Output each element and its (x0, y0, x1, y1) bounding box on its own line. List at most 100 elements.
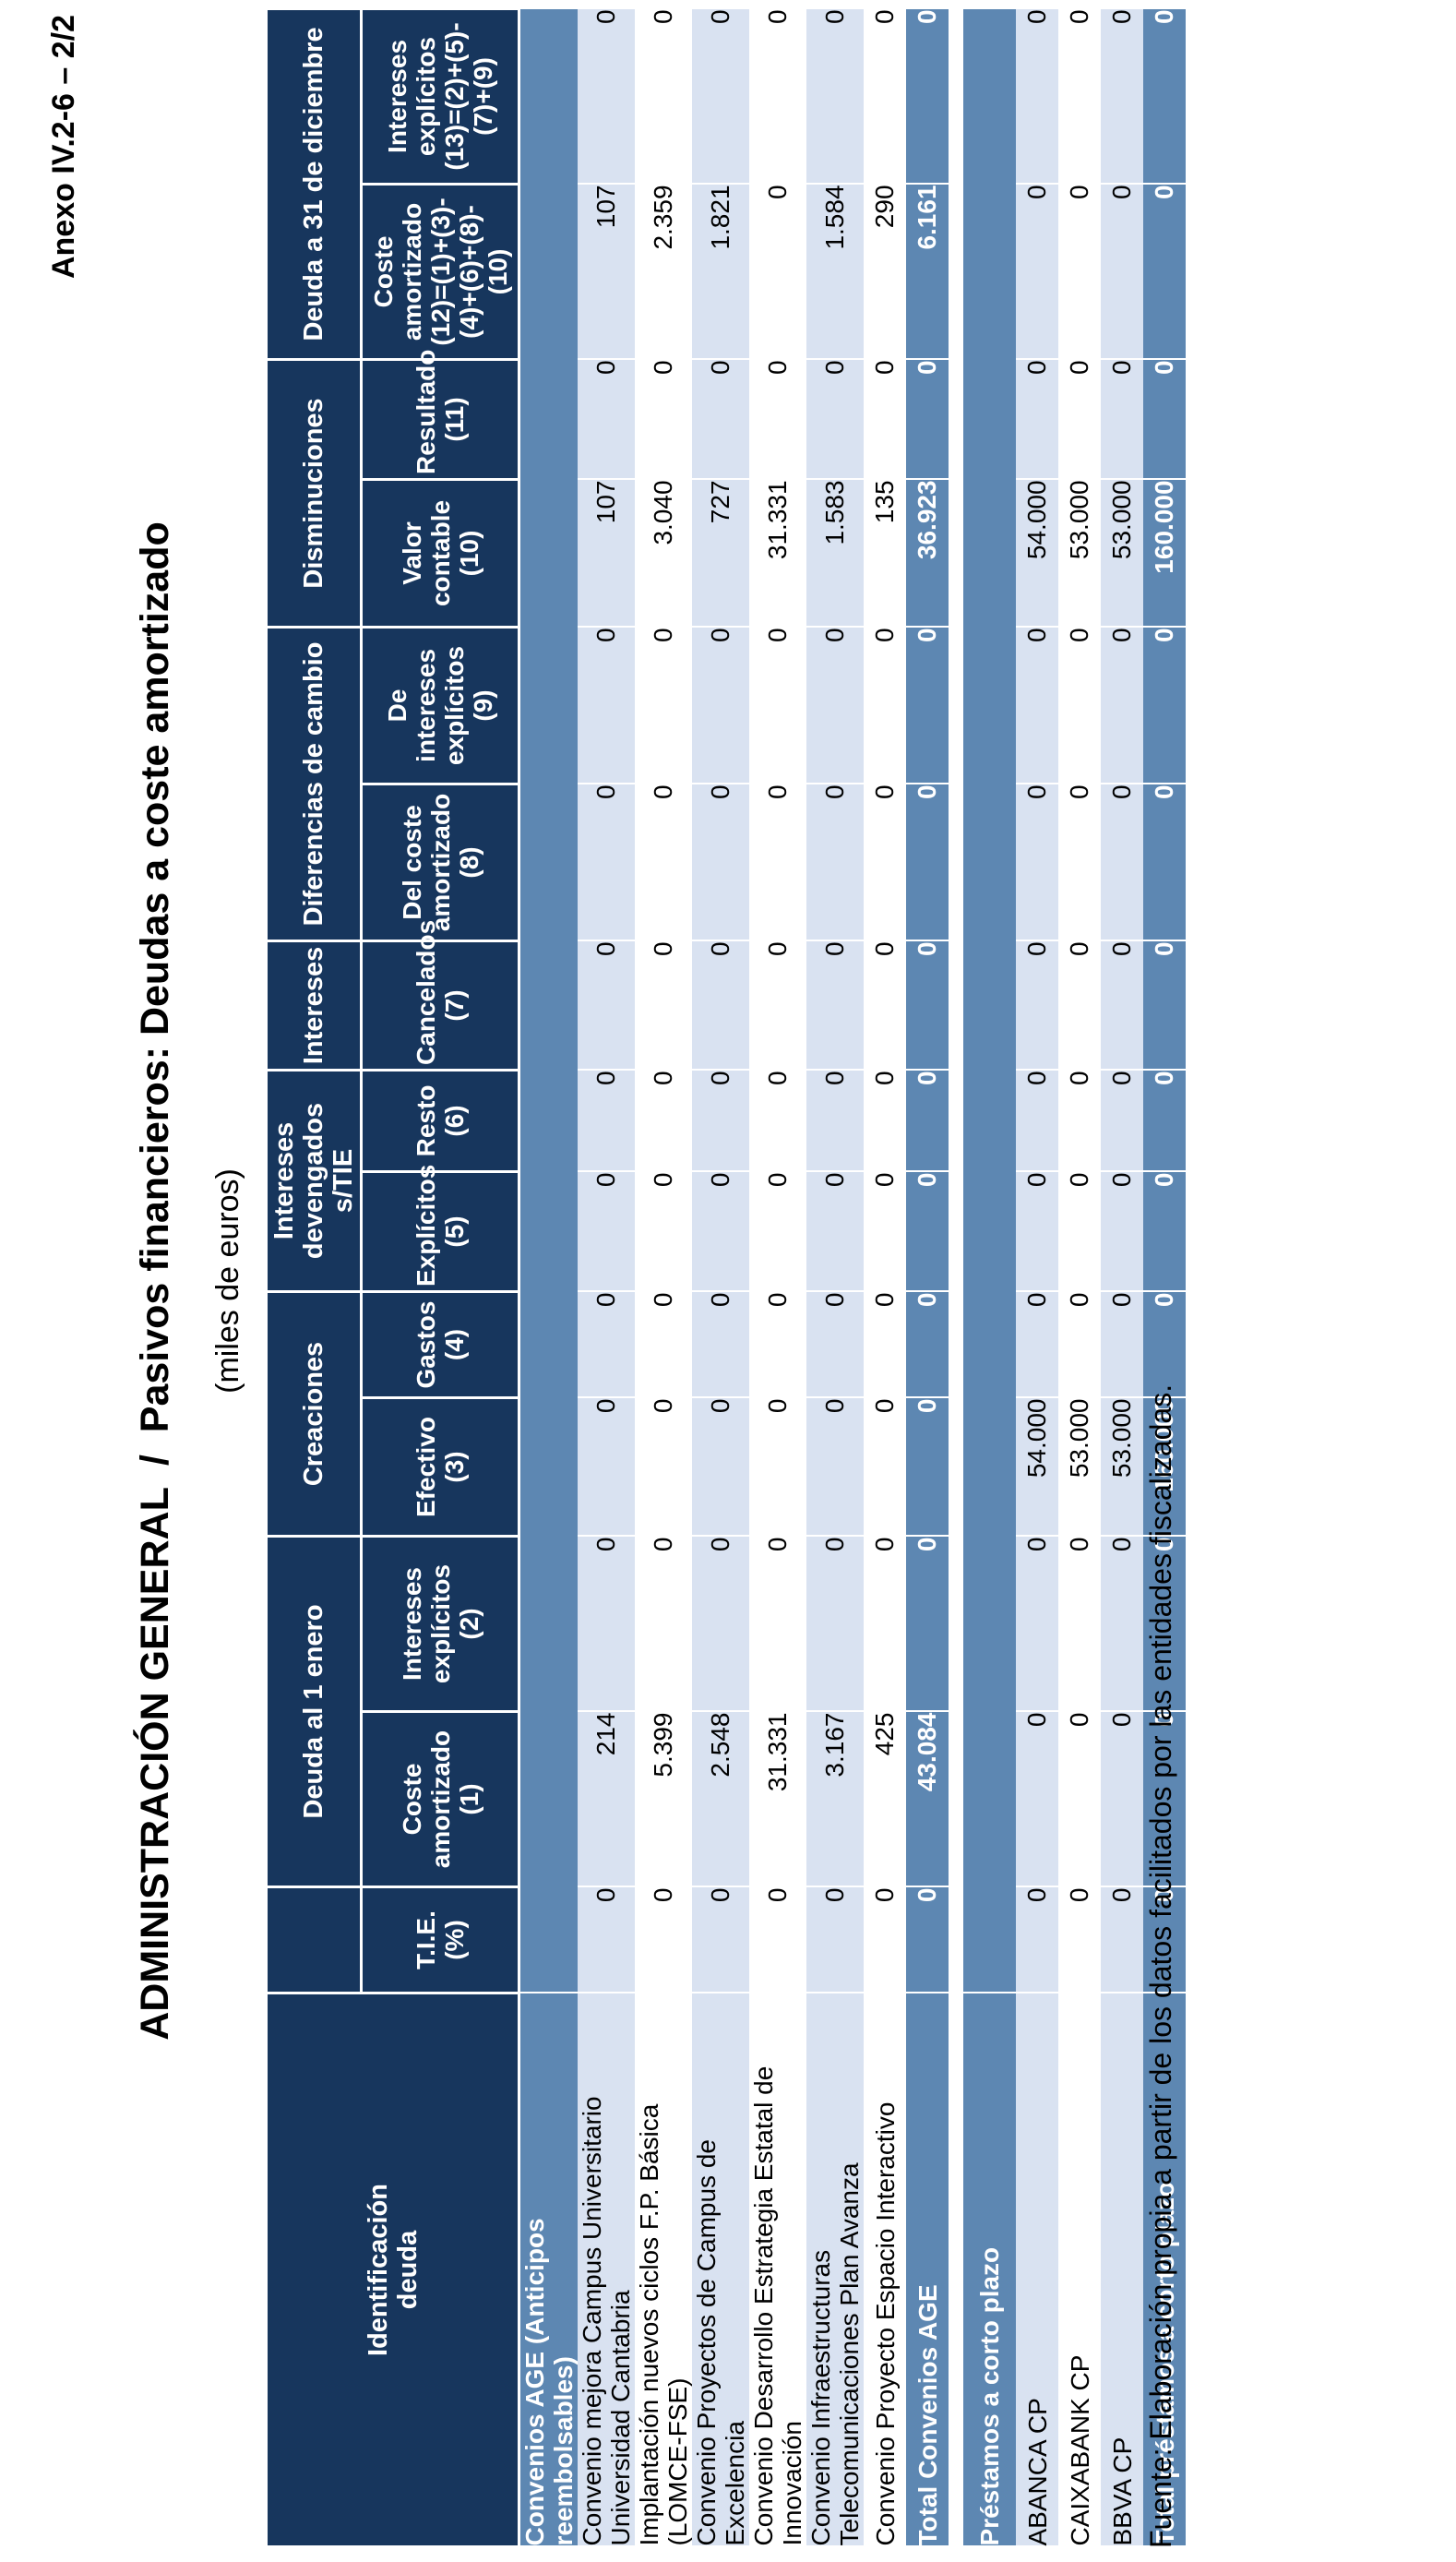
section-row: Convenios AGE (Anticipos reembolsables) (519, 8, 578, 2547)
section-label: Convenios AGE (Anticipos reembolsables) (519, 1993, 578, 2547)
value-cell: 0 (1143, 627, 1186, 784)
value-cell: 0 (806, 1171, 864, 1292)
row-label: Total Convenios AGE (906, 1993, 949, 2547)
section-filler (519, 8, 578, 1993)
value-cell: 0 (635, 8, 692, 185)
value-cell: 0 (578, 627, 635, 784)
value-cell: 0 (578, 940, 635, 1071)
value-cell: 0 (806, 784, 864, 941)
column-header: Cancelados (7) (361, 920, 519, 1071)
value-cell: 0 (864, 627, 906, 784)
value-cell: 0 (692, 940, 749, 1071)
value-cell: 0 (1101, 8, 1143, 185)
value-cell: 0 (578, 1291, 635, 1398)
table-row: Convenio Proyectos de Campus de Excelenc… (692, 8, 749, 2547)
column-header: Valor contable (10) (361, 479, 519, 628)
row-label: Implantación nuevos ciclos F.P. Básica (… (635, 1993, 692, 2547)
value-cell: 0 (692, 1291, 749, 1398)
value-cell: 0 (635, 784, 692, 941)
value-cell: 0 (749, 1171, 806, 1292)
group-header: Deuda a 31 de diciembre (266, 8, 362, 360)
table-row: Convenio Desarrollo Estrategia Estatal d… (749, 8, 806, 2547)
section-row: Préstamos a corto plazo (963, 8, 1016, 2547)
table-header: Identificación deuda Deuda al 1 enero Crea… (266, 8, 519, 2547)
value-cell: 0 (1143, 1171, 1186, 1292)
value-cell: 31.331 (749, 1711, 806, 1887)
group-header: Deuda al 1 enero (266, 1536, 362, 1887)
value-cell: 0 (1016, 359, 1058, 480)
value-cell: 0 (1101, 1171, 1143, 1292)
value-cell: 1.821 (692, 184, 749, 360)
value-cell: 0 (578, 8, 635, 185)
value-cell: 0 (864, 359, 906, 480)
value-cell: 0 (692, 1536, 749, 1712)
value-cell: 0 (1058, 1171, 1101, 1292)
value-cell: 43.084 (906, 1711, 949, 1887)
value-cell: 0 (749, 1886, 806, 1993)
value-cell: 31.331 (749, 479, 806, 628)
value-cell: 2.359 (635, 184, 692, 360)
value-cell: 0 (864, 1886, 906, 1993)
group-header: Creaciones (266, 1291, 362, 1537)
spacer-row (949, 8, 963, 2547)
value-cell: 0 (578, 784, 635, 941)
value-cell: 0 (806, 359, 864, 480)
value-cell: 214 (578, 1711, 635, 1887)
corner-header: Identificación deuda (266, 1993, 519, 2547)
value-cell: 54.000 (1016, 1397, 1058, 1537)
column-header: Coste amortizado (1) (361, 1711, 519, 1887)
value-cell: 0 (906, 1070, 949, 1172)
value-cell: 0 (635, 359, 692, 480)
table-row: Convenio Infraestructuras Telecomunicaci… (806, 8, 864, 2547)
value-cell: 0 (1016, 1291, 1058, 1398)
value-cell: 0 (635, 1536, 692, 1712)
value-cell: 5.399 (635, 1711, 692, 1887)
value-cell: 0 (806, 940, 864, 1071)
value-cell: 3.040 (635, 479, 692, 628)
table-row: BBVA CP 0 0 0 53.000 0 0 0 0 0 0 53.000 0 0 0 (1101, 8, 1143, 2547)
value-cell: 0 (749, 784, 806, 941)
value-cell: 107 (578, 479, 635, 628)
value-cell: 0 (1101, 1711, 1143, 1887)
value-cell: 0 (906, 1291, 949, 1398)
value-cell: 0 (692, 359, 749, 480)
value-cell: 0 (635, 1886, 692, 1993)
value-cell: 0 (635, 1171, 692, 1292)
value-cell: 0 (749, 1291, 806, 1398)
row-label: ABANCA CP (1016, 1993, 1058, 2547)
table-row: ABANCA CP 0 0 0 54.000 0 0 0 0 0 0 54.000 0 0 0 (1016, 8, 1058, 2547)
value-cell: 0 (1016, 1536, 1058, 1712)
value-cell: 0 (1016, 627, 1058, 784)
value-cell: 0 (906, 1397, 949, 1537)
value-cell: 0 (1058, 627, 1101, 784)
value-cell: 0 (749, 627, 806, 784)
value-cell: 0 (578, 359, 635, 480)
value-cell: 0 (1143, 1070, 1186, 1172)
value-cell: 0 (1016, 8, 1058, 185)
value-cell: 0 (1143, 359, 1186, 480)
value-cell: 54.000 (1016, 479, 1058, 628)
value-cell: 0 (806, 627, 864, 784)
value-cell: 0 (806, 8, 864, 185)
section-filler (963, 8, 1016, 1993)
value-cell: 0 (864, 1070, 906, 1172)
row-label: Convenio Proyecto Espacio Interactivo (864, 1993, 906, 2547)
value-cell: 0 (906, 1536, 949, 1712)
value-cell: 0 (906, 784, 949, 941)
value-cell: 0 (906, 359, 949, 480)
value-cell: 0 (1016, 184, 1058, 360)
value-cell: 0 (749, 1397, 806, 1537)
value-cell: 425 (864, 1711, 906, 1887)
value-cell: 0 (692, 784, 749, 941)
value-cell: 0 (806, 1291, 864, 1398)
deuda-table: Identificación deuda Deuda al 1 enero Crea… (265, 7, 1186, 2548)
value-cell: 0 (1143, 184, 1186, 360)
table-row: CAIXABANK CP 0 0 0 53.000 0 0 0 0 0 0 53.000 0 0 0 (1058, 8, 1101, 2547)
table-row: Convenio Proyecto Espacio Interactivo 0 42… (864, 8, 906, 2547)
value-cell: 0 (635, 627, 692, 784)
column-header: De intereses explícitos (9) (361, 627, 519, 784)
row-label: CAIXABANK CP (1058, 1993, 1101, 2547)
value-cell: 290 (864, 184, 906, 360)
value-cell: 0 (806, 1886, 864, 1993)
